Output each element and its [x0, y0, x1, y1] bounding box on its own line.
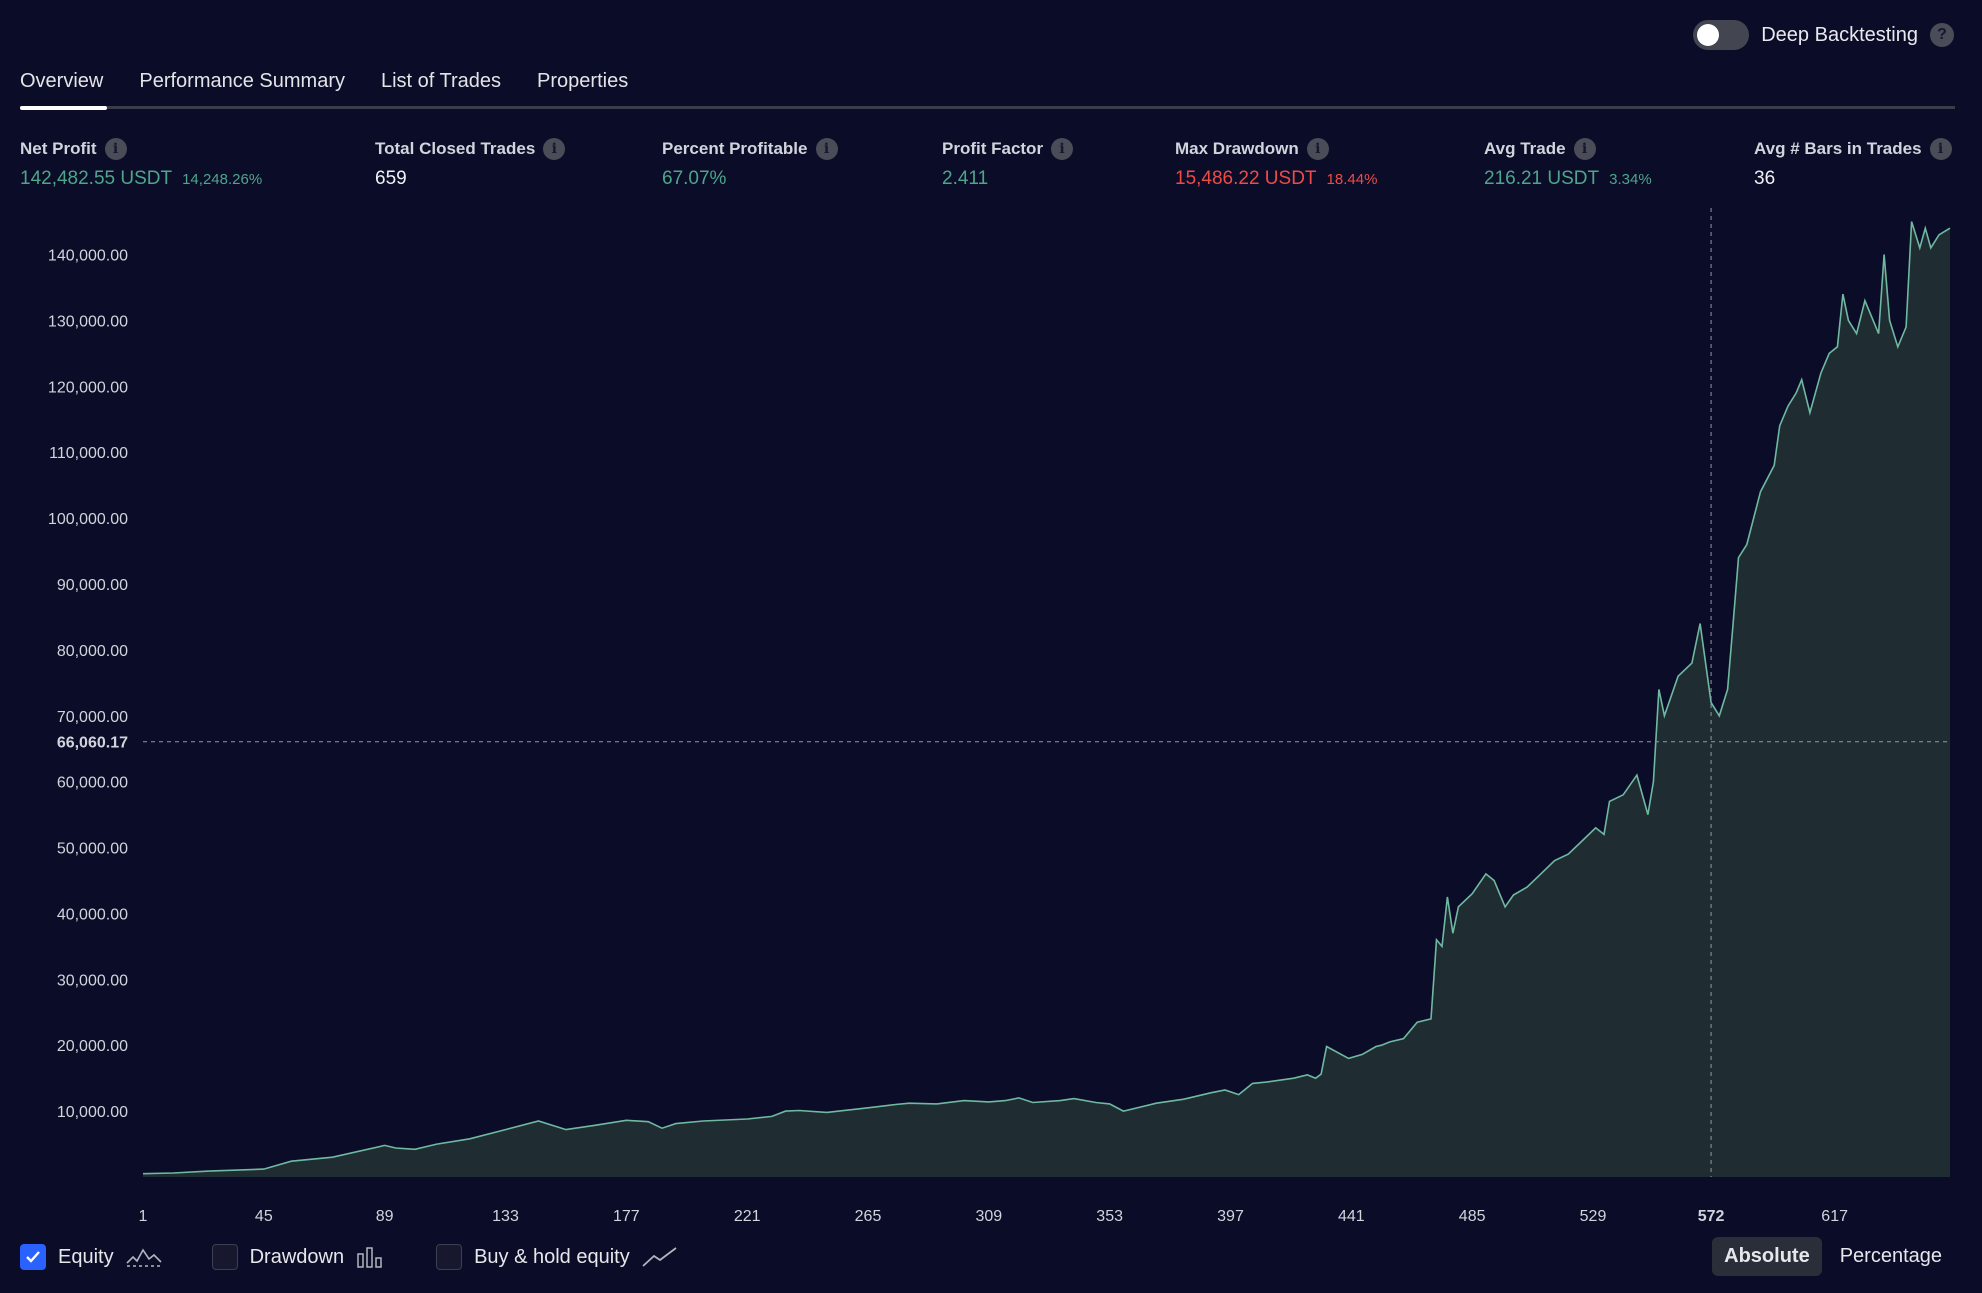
equity-area	[143, 221, 1950, 1178]
y-tick-label: 40,000.00	[57, 906, 128, 923]
x-tick-label: 265	[855, 1208, 882, 1225]
deep-backtesting-toggle[interactable]	[1693, 20, 1750, 50]
metric-subvalue: 18.44%	[1326, 171, 1378, 188]
y-tick-label: 110,000.00	[49, 445, 128, 462]
y-tick-label: 50,000.00	[57, 841, 128, 858]
metric-avg-bars-in-trades: Avg # Bars in Trades i 36	[1754, 138, 1952, 190]
tab-divider	[20, 106, 1955, 109]
metric-total-closed-trades: Total Closed Trades i 659	[375, 138, 566, 190]
metric-label: Profit Factor	[942, 139, 1044, 158]
x-tick-label: 617	[1821, 1208, 1848, 1225]
metric-label: Max Drawdown	[1175, 139, 1299, 158]
metric-percent-profitable: Percent Profitable i 67.07%	[662, 138, 838, 190]
metric-net-profit: Net Profit i 142,482.55 USDT 14,248.26%	[20, 138, 262, 190]
x-tick-label: 1	[139, 1208, 148, 1225]
metric-value: 36	[1754, 168, 1776, 189]
plot-area	[142, 221, 1951, 1178]
check-icon	[26, 1251, 40, 1263]
info-icon[interactable]: i	[1051, 138, 1074, 160]
info-icon[interactable]: i	[1306, 138, 1329, 160]
y-tick-label: 140,000.00	[48, 248, 128, 265]
y-tick-label: 80,000.00	[57, 643, 128, 660]
buy-hold-line-icon	[642, 1247, 677, 1267]
x-tick-label: 353	[1096, 1208, 1123, 1225]
y-tick-label: 10,000.00	[57, 1104, 128, 1121]
x-tick-label: 177	[613, 1208, 640, 1225]
metric-value: 216.21 USDT	[1484, 168, 1600, 189]
metric-label: Total Closed Trades	[375, 139, 536, 158]
legend-drawdown-label: Drawdown	[249, 1245, 345, 1268]
legend-drawdown[interactable]: Drawdown	[211, 1244, 386, 1270]
active-tab-indicator	[20, 106, 107, 110]
absolute-button[interactable]: Absolute	[1712, 1237, 1822, 1276]
x-tick-label: 89	[376, 1208, 394, 1225]
y-tick-label: 60,000.00	[57, 775, 128, 792]
question-icon[interactable]: ?	[1930, 23, 1954, 47]
metric-max-drawdown: Max Drawdown i 15,486.22 USDT 18.44%	[1175, 138, 1377, 190]
metric-avg-trade: Avg Trade i 216.21 USDT 3.34%	[1484, 138, 1652, 190]
crosshair-value-label: 66,060.17	[57, 735, 128, 752]
x-tick-label: 485	[1459, 1208, 1486, 1225]
y-tick-label: 120,000.00	[48, 379, 128, 396]
metric-value: 659	[375, 168, 407, 189]
metric-value: 2.411	[942, 168, 989, 189]
metric-subvalue: 14,248.26%	[182, 171, 263, 188]
tab-overview[interactable]: Overview	[20, 70, 104, 92]
equity-line-icon	[126, 1248, 162, 1267]
metric-value: 15,486.22 USDT	[1175, 168, 1317, 189]
tab-properties[interactable]: Properties	[537, 70, 629, 92]
x-tick-label: 45	[255, 1208, 273, 1225]
y-tick-label: 30,000.00	[57, 972, 128, 989]
tab-performance-summary[interactable]: Performance Summary	[139, 70, 345, 92]
x-tick-label: 441	[1338, 1208, 1365, 1225]
toggle-knob	[1697, 24, 1720, 46]
info-icon[interactable]: i	[1573, 138, 1596, 160]
drawdown-bars-icon	[357, 1247, 382, 1268]
metric-label: Avg # Bars in Trades	[1754, 139, 1922, 158]
metric-label: Avg Trade	[1484, 139, 1566, 158]
deep-backtesting-control: Deep Backtesting ?	[1693, 20, 1954, 50]
x-tick-label: 309	[975, 1208, 1002, 1225]
info-icon[interactable]: i	[104, 138, 127, 160]
tab-list-of-trades[interactable]: List of Trades	[380, 70, 502, 92]
metric-label: Net Profit	[20, 139, 97, 158]
legend-equity-label: Equity	[58, 1245, 114, 1268]
equity-checkbox[interactable]	[20, 1244, 46, 1270]
info-icon[interactable]: i	[815, 138, 838, 160]
equity-chart[interactable]: 10,000.00 20,000.00 30,000.00 40,000.00 50,0…	[0, 200, 1982, 1230]
y-tick-label: 90,000.00	[57, 577, 128, 594]
crosshair: 66,060.17	[57, 208, 1950, 1177]
metric-value: 142,482.55 USDT	[20, 168, 173, 189]
metric-subvalue: 3.34%	[1609, 171, 1652, 188]
equity-line	[142, 221, 1951, 1175]
x-tick-label: 572	[1698, 1208, 1725, 1225]
top-bar: Deep Backtesting ?	[0, 0, 1982, 70]
legend-buy-hold-label: Buy & hold equity	[474, 1245, 630, 1268]
x-tick-label: 397	[1217, 1208, 1244, 1225]
info-icon[interactable]: i	[543, 138, 566, 160]
deep-backtesting-label: Deep Backtesting	[1761, 23, 1918, 46]
x-axis: 1 45 89 133 177 221 265 309 353 397 441 485 529 572 61…	[139, 1208, 1849, 1225]
x-tick-label: 529	[1580, 1208, 1607, 1225]
tab-bar: Overview Performance Summary List of Tra…	[20, 70, 628, 109]
metric-value: 67.07%	[662, 168, 727, 189]
y-tick-label: 70,000.00	[57, 709, 128, 726]
legend-buy-hold[interactable]: Buy & hold equity	[436, 1244, 678, 1270]
info-icon[interactable]: i	[1929, 138, 1952, 160]
legend-equity[interactable]: Equity	[20, 1244, 162, 1270]
x-tick-label: 221	[734, 1208, 761, 1225]
y-tick-label: 20,000.00	[57, 1038, 128, 1055]
mode-switch: Absolute Percentage	[1712, 1237, 1954, 1276]
chart-legend: Equity Drawdown Buy & hold equity	[20, 1244, 728, 1270]
x-tick-label: 133	[492, 1208, 519, 1225]
percentage-button[interactable]: Percentage	[1839, 1245, 1942, 1267]
y-axis: 10,000.00 20,000.00 30,000.00 40,000.00 50,0…	[48, 248, 128, 1122]
drawdown-checkbox[interactable]	[211, 1244, 238, 1270]
y-tick-label: 100,000.00	[48, 511, 128, 528]
metric-label: Percent Profitable	[662, 139, 808, 158]
metric-profit-factor: Profit Factor i 2.411	[942, 138, 1074, 190]
y-tick-label: 130,000.00	[48, 313, 128, 330]
buy-hold-checkbox[interactable]	[436, 1244, 463, 1270]
